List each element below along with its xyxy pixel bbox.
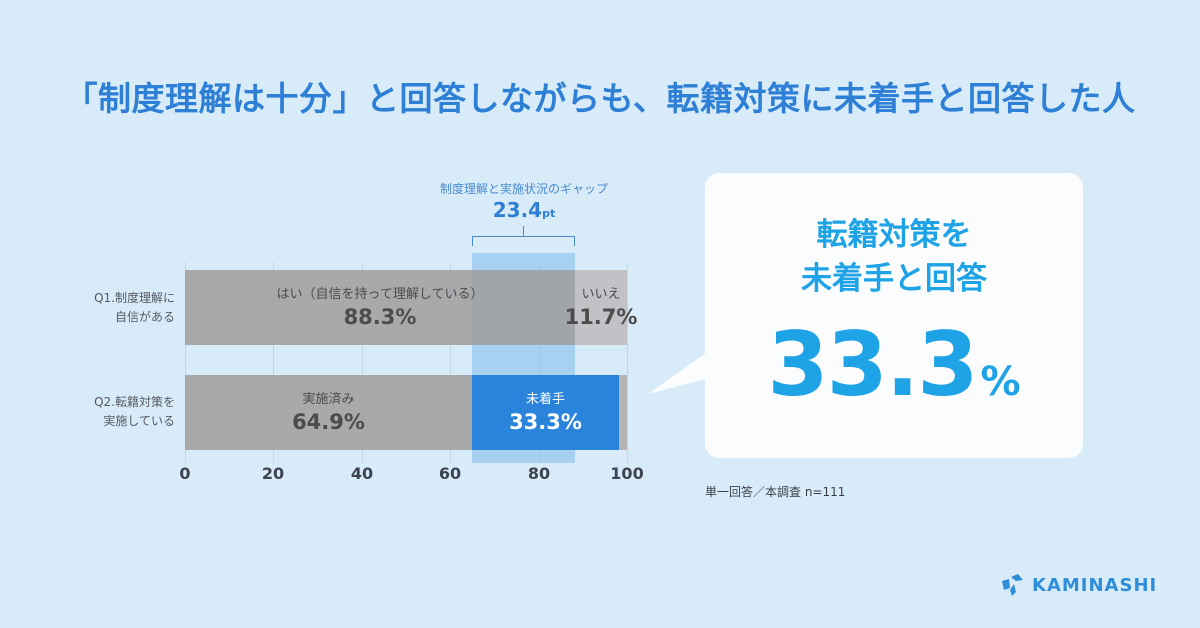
- logo-text: KAMINASHI: [1032, 574, 1158, 596]
- gap-bracket: [472, 236, 575, 246]
- bar-q2-not-started-label: 未着手: [525, 391, 565, 407]
- bar-q2-done-value: 64.9%: [292, 409, 365, 434]
- bar-q2-not-started-value: 33.3%: [509, 409, 582, 434]
- row-label-q2-line1: Q2.転籍対策を: [94, 395, 175, 409]
- x-tick-60: 60: [438, 464, 462, 483]
- bar-q1-no-value: 11.7%: [564, 304, 638, 329]
- bar-q2-not-started: 未着手 33.3%: [472, 375, 619, 450]
- x-tick-0: 0: [179, 464, 191, 483]
- row-label-q2: Q2.転籍対策を 実施している: [80, 393, 175, 431]
- callout-number-value: 33.3: [767, 313, 978, 416]
- callout-line1: 転籍対策を: [816, 217, 972, 253]
- bar-q2-other: [619, 375, 627, 450]
- brand-logo: KAMINASHI: [1000, 572, 1157, 598]
- gridline-100: [627, 262, 628, 462]
- kaminashi-logo-icon: [1002, 574, 1023, 596]
- row-label-q1-line2: 自信がある: [114, 310, 175, 324]
- x-tick-20: 20: [261, 464, 285, 483]
- bar-q2-done-label: 実施済み: [302, 391, 355, 407]
- callout-number-unit: %: [980, 359, 1021, 405]
- callout-number: 33.3%: [705, 313, 1083, 416]
- row-label-q2-line2: 実施している: [103, 414, 175, 428]
- bar-q1-no: いいえ 11.7%: [565, 270, 637, 345]
- callout-tail: [648, 350, 710, 394]
- bar-q1-no-label: いいえ: [581, 286, 621, 302]
- gridline-40: [362, 262, 363, 462]
- highlight-callout: 転籍対策を 未着手と回答 33.3%: [705, 173, 1083, 458]
- row-label-q1: Q1.制度理解に 自信がある: [80, 289, 175, 327]
- x-tick-40: 40: [350, 464, 374, 483]
- bar-q1-yes: はい（自信を持って理解している） 88.3%: [185, 270, 575, 345]
- bar-q2-done: 実施済み 64.9%: [185, 375, 472, 450]
- survey-note: 単一回答／本調査 n=111: [705, 485, 846, 499]
- gap-value-unit: pt: [542, 207, 556, 220]
- callout-line2: 未着手と回答: [801, 261, 987, 297]
- callout-heading: 転籍対策を 未着手と回答: [705, 213, 1083, 301]
- gridline-20: [273, 262, 274, 462]
- gap-value-number: 23.4: [492, 198, 543, 222]
- gap-caption: 制度理解と実施状況のギャップ: [439, 182, 608, 196]
- gap-arrow-icon: [523, 226, 524, 236]
- page-title: 「制度理解は十分」と回答しながらも、転籍対策に未着手と回答した人: [64, 79, 1136, 118]
- bar-q1-yes-value: 88.3%: [343, 304, 417, 329]
- bar-q1-yes-label: はい（自信を持って理解している）: [276, 286, 484, 302]
- gridline-60: [450, 262, 451, 462]
- gridline-0: [185, 262, 186, 462]
- x-tick-80: 80: [527, 464, 551, 483]
- x-tick-100: 100: [610, 464, 644, 483]
- gap-value: 23.4pt: [400, 198, 648, 222]
- row-label-q1-line1: Q1.制度理解に: [94, 291, 175, 305]
